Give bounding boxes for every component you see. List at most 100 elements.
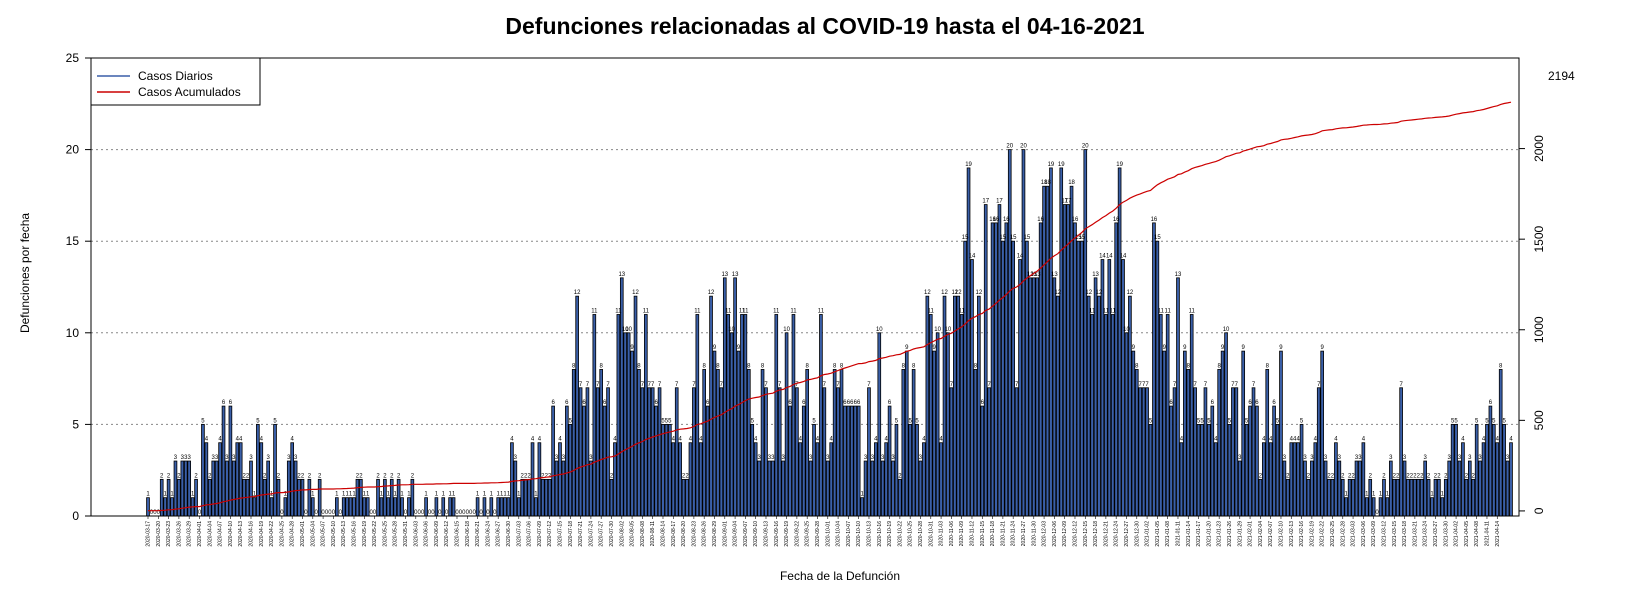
x-tick-label: 2020-10-01 [825, 521, 831, 547]
bar-value-label: 5 [1492, 418, 1496, 424]
bar-value-label: 6 [857, 400, 861, 406]
bar [544, 478, 549, 517]
x-tick-label: 2020-04-01 [197, 521, 203, 547]
bar [1045, 185, 1050, 517]
bar-value-label: 14 [1106, 254, 1113, 260]
bar [1296, 442, 1300, 517]
bar-value-label: 6 [1255, 400, 1259, 406]
x-tick-label: 2021-03-21 [1412, 521, 1418, 547]
bar-value-label: 11 [1158, 308, 1165, 314]
bar-value-label: 12 [924, 290, 931, 296]
bar-value-label: 11 [818, 308, 825, 314]
x-tick-label: 2020-10-10 [856, 521, 862, 547]
bar-value-label: 15 [1010, 235, 1017, 241]
bar [616, 314, 621, 517]
bar-value-label: 5 [751, 418, 755, 424]
bar-value-label: 2 [301, 473, 305, 479]
bar [1073, 222, 1077, 517]
bar-value-label: 4 [1214, 437, 1218, 443]
bar [1001, 240, 1005, 517]
bar-value-label: 19 [965, 162, 972, 168]
bar-value-label: 12 [976, 290, 983, 296]
bar-value-label: 6 [706, 400, 710, 406]
bar [983, 204, 988, 517]
bar [578, 387, 583, 517]
bar [1299, 423, 1304, 517]
x-tick-label: 2020-04-16 [248, 521, 254, 547]
bar-value-label: 5 [1207, 418, 1211, 424]
bar [170, 497, 174, 517]
bar-value-label: 2 [1413, 473, 1417, 479]
bar-value-label: 13 [732, 272, 739, 278]
bar-value-label: 10 [945, 327, 952, 333]
bar [726, 314, 731, 517]
bar-value-label: 3 [184, 455, 188, 461]
bar-value-label: 4 [510, 437, 514, 443]
bar-value-label: 6 [850, 400, 854, 406]
bar [516, 497, 521, 517]
bar [1203, 387, 1208, 517]
bar-value-label: 6 [802, 400, 806, 406]
bar-value-label: 1 [163, 492, 167, 498]
bar [1423, 460, 1427, 517]
bar-value-label: 2 [1307, 473, 1311, 479]
bar-value-label: 2 [297, 473, 301, 479]
bar [640, 387, 645, 517]
bar-value-label: 6 [1169, 400, 1173, 406]
bar-value-label: 7 [606, 382, 610, 388]
bar-value-label: 1 [435, 492, 439, 498]
bar [589, 460, 593, 517]
bar-value-label: 6 [565, 400, 569, 406]
y-tick-label: 10 [66, 326, 80, 340]
bar [1464, 478, 1469, 517]
bar [599, 369, 603, 517]
bar-value-label: 5 [668, 418, 672, 424]
bar-value-label: 7 [675, 382, 679, 388]
bar [647, 387, 652, 517]
bar-value-label: 2 [177, 473, 181, 479]
bar [362, 497, 367, 517]
x-tick-label: 2020-10-13 [866, 521, 872, 547]
bar-value-label: 0 [325, 510, 329, 516]
bar-value-label: 2 [1437, 473, 1441, 479]
bar [1004, 222, 1009, 517]
x-tick-label: 2020-04-07 [218, 521, 224, 547]
bar [266, 460, 270, 517]
bar-value-label: 5 [909, 418, 913, 424]
bar [595, 387, 600, 517]
x-tick-label: 2020-12-12 [1072, 521, 1078, 547]
bar-value-label: 2 [308, 473, 312, 479]
bar [867, 387, 871, 517]
x-tick-label: 2020-08-23 [691, 521, 697, 547]
bar [1234, 387, 1239, 517]
bar [884, 442, 888, 517]
bar-value-label: 9 [1183, 345, 1187, 351]
bar-value-label: 2 [1393, 473, 1397, 479]
y-tick-label: 25 [66, 51, 80, 65]
bar-value-label: 5 [1149, 418, 1153, 424]
x-tick-label: 2020-08-20 [681, 521, 687, 547]
bar-value-label: 2 [356, 473, 360, 479]
bar-value-label: 16 [989, 217, 996, 223]
bar [211, 460, 216, 517]
bar-value-label: 7 [651, 382, 655, 388]
x-tick-label: 2020-10-19 [887, 521, 893, 547]
bar [795, 387, 799, 517]
x-tick-label: 2020-09-22 [794, 521, 800, 547]
bar-value-label: 1 [860, 492, 864, 498]
x-tick-label: 2020-10-25 [908, 521, 914, 547]
bar-value-label: 3 [266, 455, 270, 461]
x-tick-label: 2020-05-13 [341, 521, 347, 547]
bar [1268, 442, 1273, 517]
bar-value-label: 3 [1303, 455, 1307, 461]
bar-value-label: 9 [933, 345, 937, 351]
bar [922, 442, 926, 517]
bars-layer [146, 149, 1513, 517]
bar-value-label: 0 [421, 510, 425, 516]
bar-value-label: 5 [1502, 418, 1506, 424]
bar-value-label: 9 [1279, 345, 1283, 351]
y2-tick-label: 1500 [1532, 226, 1546, 253]
bar-value-label: 20 [1020, 144, 1027, 150]
bar [1162, 350, 1167, 517]
bar [561, 460, 566, 517]
